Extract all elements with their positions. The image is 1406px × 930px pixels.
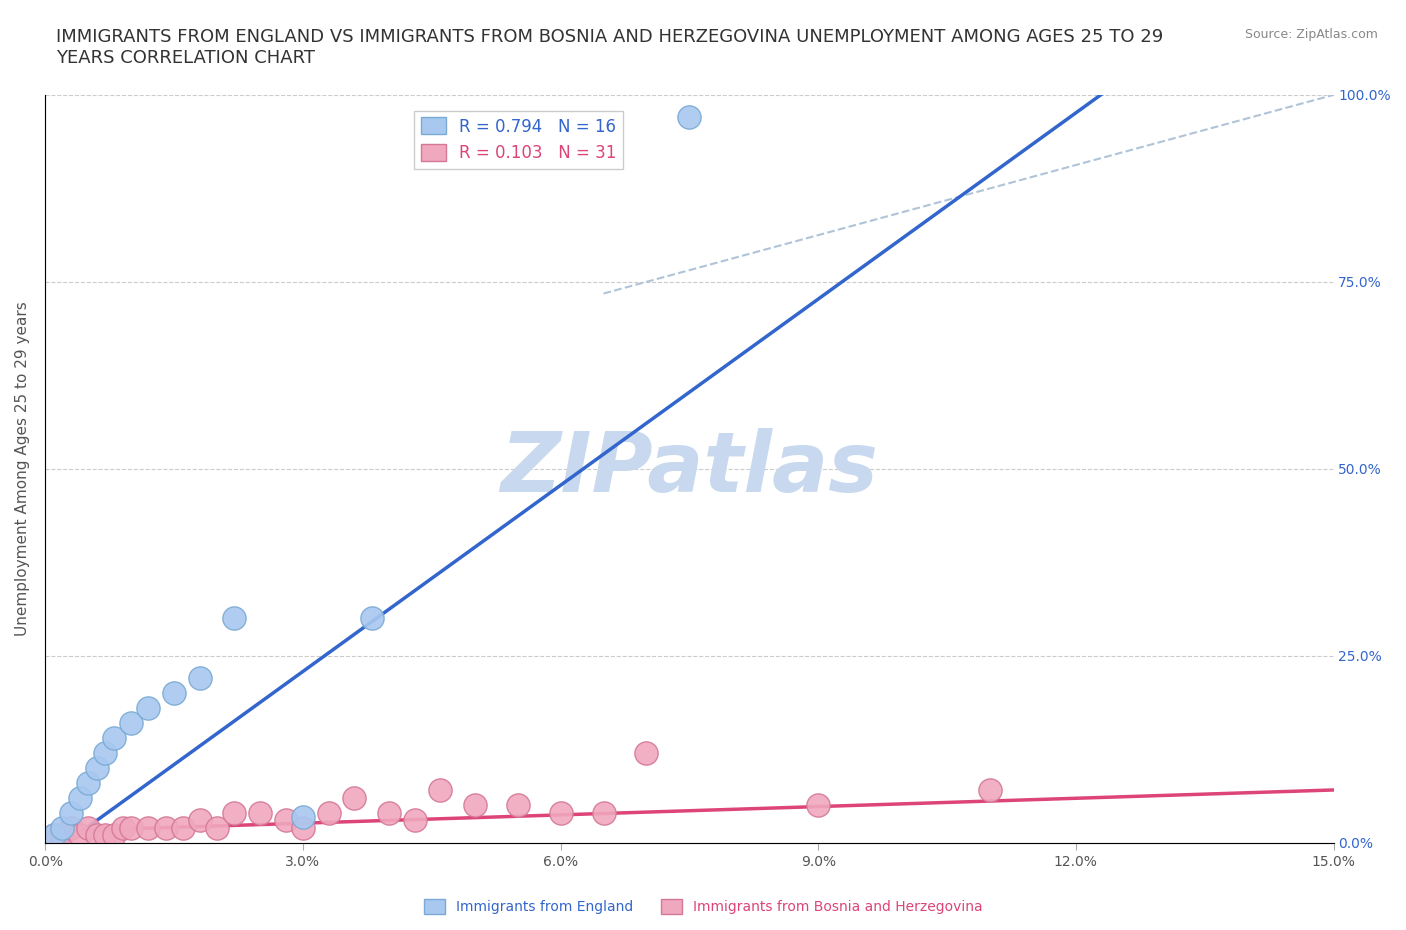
Point — [188, 813, 211, 828]
Point — [111, 820, 134, 835]
Point — [274, 813, 297, 828]
Point — [94, 828, 117, 843]
Point — [506, 798, 529, 813]
Legend: R = 0.794   N = 16, R = 0.103   N = 31: R = 0.794 N = 16, R = 0.103 N = 31 — [415, 111, 623, 168]
Point — [343, 790, 366, 805]
Point — [155, 820, 177, 835]
Point — [172, 820, 194, 835]
Point — [224, 805, 246, 820]
Point — [86, 828, 108, 843]
Point — [636, 746, 658, 761]
Text: ZIPatlas: ZIPatlas — [501, 429, 879, 510]
Point — [318, 805, 340, 820]
Point — [807, 798, 830, 813]
Legend: Immigrants from England, Immigrants from Bosnia and Herzegovina: Immigrants from England, Immigrants from… — [418, 894, 988, 920]
Y-axis label: Unemployment Among Ages 25 to 29 years: Unemployment Among Ages 25 to 29 years — [15, 301, 30, 636]
Text: Source: ZipAtlas.com: Source: ZipAtlas.com — [1244, 28, 1378, 41]
Point — [60, 820, 83, 835]
Text: IMMIGRANTS FROM ENGLAND VS IMMIGRANTS FROM BOSNIA AND HERZEGOVINA UNEMPLOYMENT A: IMMIGRANTS FROM ENGLAND VS IMMIGRANTS FR… — [56, 28, 1164, 67]
Point — [69, 828, 91, 843]
Point — [51, 828, 73, 843]
Point — [77, 776, 100, 790]
Point — [979, 783, 1001, 798]
Point — [592, 805, 614, 820]
Point — [464, 798, 486, 813]
Point — [86, 761, 108, 776]
Point — [120, 820, 142, 835]
Point — [42, 828, 65, 843]
Point — [60, 805, 83, 820]
Point — [404, 813, 426, 828]
Point — [51, 820, 73, 835]
Point — [103, 731, 125, 746]
Point — [69, 790, 91, 805]
Point — [77, 820, 100, 835]
Point — [42, 828, 65, 843]
Point — [138, 700, 160, 715]
Point — [378, 805, 401, 820]
Point — [163, 685, 186, 700]
Point — [291, 820, 314, 835]
Point — [103, 828, 125, 843]
Point — [249, 805, 271, 820]
Point — [360, 611, 382, 626]
Point — [550, 805, 572, 820]
Point — [138, 820, 160, 835]
Point — [94, 746, 117, 761]
Point — [120, 715, 142, 730]
Point — [291, 809, 314, 824]
Point — [188, 671, 211, 685]
Point — [224, 611, 246, 626]
Point — [678, 110, 700, 125]
Point — [205, 820, 228, 835]
Point — [429, 783, 451, 798]
